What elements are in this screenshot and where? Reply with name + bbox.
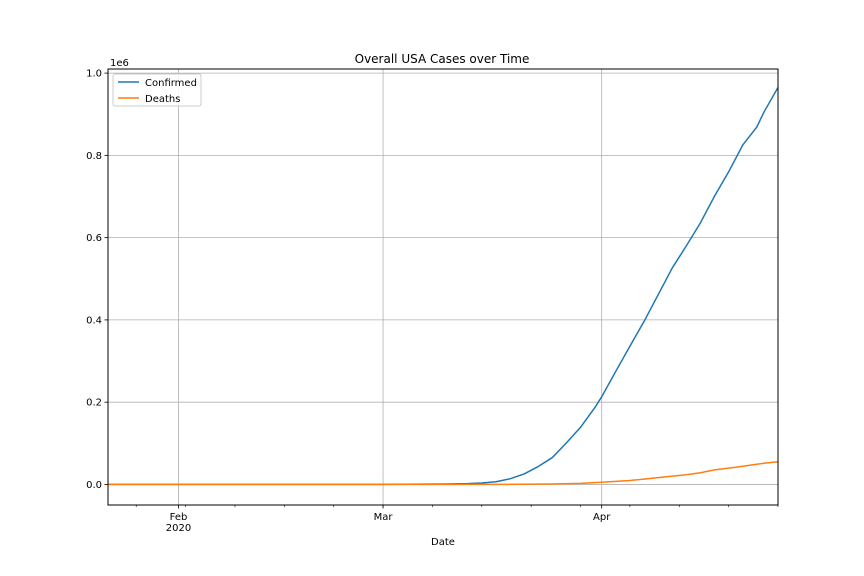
y-tick-label: 0.6 [86, 233, 102, 244]
plot-frame [107, 68, 779, 506]
legend-label-confirmed: Confirmed [145, 78, 197, 89]
x-tick-sublabel: 2020 [166, 523, 191, 534]
chart-title: Overall USA Cases over Time [355, 52, 530, 66]
y-tick-label: 0.4 [86, 315, 102, 326]
x-tick-label: Feb [170, 512, 188, 523]
y-tick-label: 1.0 [86, 69, 102, 80]
y-tick-label: 0.2 [86, 398, 102, 409]
x-axis-label: Date [431, 537, 455, 548]
y-tick-label: 0.0 [86, 480, 102, 491]
series-lines [107, 87, 779, 486]
x-tick-label: Apr [593, 512, 611, 523]
legend: Confirmed Deaths [112, 73, 202, 107]
y-tick-label: 0.8 [86, 151, 102, 162]
x-tick-label: Mar [374, 512, 394, 523]
y-offset-label: 1e6 [110, 58, 129, 69]
series-line-confirmed [108, 87, 779, 486]
series-line-deaths [107, 460, 779, 486]
legend-label-deaths: Deaths [145, 94, 180, 105]
